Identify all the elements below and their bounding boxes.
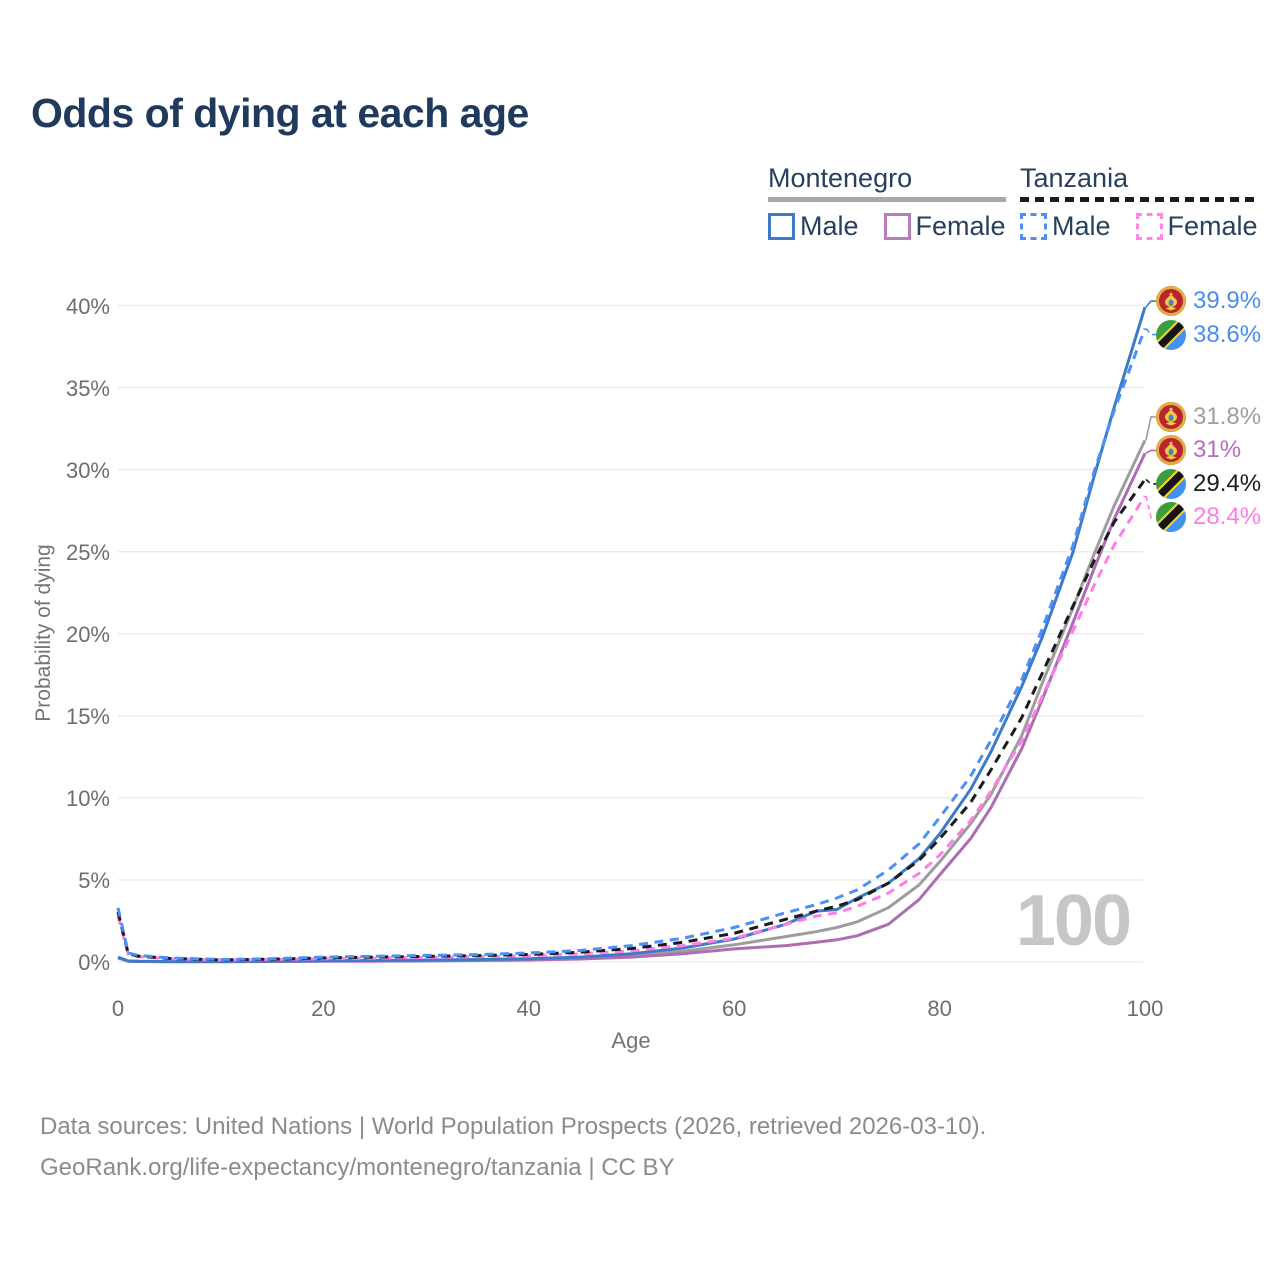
legend-country-label: Tanzania — [1020, 163, 1129, 193]
end-label-value: 38.6% — [1193, 320, 1262, 348]
y-tick-label: 40% — [65, 293, 110, 319]
label-leader-line — [1145, 478, 1156, 485]
attribution-line: GeoRank.org/life-expectancy/montenegro/t… — [40, 1154, 675, 1181]
end-label-tza-both: 29.4% — [1156, 468, 1262, 499]
y-tick-label: 20% — [65, 621, 110, 647]
end-label-mne-both: 31.8% — [1156, 401, 1262, 432]
tanzania-flag-icon — [1156, 502, 1186, 533]
y-tick-label: 10% — [65, 785, 110, 811]
legend-country-montenegro[interactable]: Montenegro — [768, 163, 1006, 202]
series-line-tza-male — [116, 327, 1147, 961]
x-tick-label: 60 — [721, 996, 747, 1021]
end-label-value: 28.4% — [1193, 503, 1262, 531]
series-line-tza-female — [116, 495, 1147, 962]
legend-item-label: Female — [1167, 211, 1258, 241]
end-label-value: 31% — [1193, 436, 1242, 464]
y-tick-label: 5% — [78, 867, 110, 893]
tanzania-dashed-line-style-icon — [1020, 197, 1258, 202]
tanzania-flag-icon — [1156, 468, 1186, 499]
legend-item-tanzania-male[interactable]: Male — [1020, 211, 1111, 242]
montenegro-flag-icon — [1156, 286, 1186, 317]
legend-item-label: Male — [800, 211, 859, 241]
legend-item-montenegro-female[interactable]: Female — [883, 211, 1006, 242]
montenegro-flag-icon — [1156, 401, 1186, 432]
legend-item-tanzania-female[interactable]: Female — [1135, 211, 1258, 242]
data-sources-line: Data sources: United Nations | World Pop… — [40, 1113, 987, 1140]
tanzania-female-swatch-icon — [1135, 213, 1163, 240]
end-label-value: 29.4% — [1193, 469, 1262, 497]
legend-item-label: Female — [915, 211, 1006, 241]
series-line-mne-both — [117, 439, 1147, 964]
legend-item-label: Male — [1052, 211, 1111, 241]
montenegro-male-swatch-icon — [768, 213, 795, 240]
end-label-tza-male: 38.6% — [1156, 319, 1262, 350]
label-leader-line — [1145, 327, 1156, 336]
tanzania-male-swatch-icon — [1020, 213, 1047, 240]
y-tick-label: 25% — [65, 539, 110, 565]
series-line-mne-female — [117, 452, 1147, 964]
end-label-value: 31.8% — [1193, 402, 1262, 430]
legend-country-tanzania[interactable]: Tanzania — [1020, 163, 1258, 202]
x-tick-label: 80 — [927, 996, 952, 1021]
legend-country-label: Montenegro — [768, 163, 913, 193]
legend-item-montenegro-male[interactable]: Male — [768, 211, 859, 242]
montenegro-solid-line-style-icon — [768, 197, 1006, 202]
label-leader-line — [1145, 495, 1156, 519]
tanzania-flag-icon — [1156, 319, 1186, 350]
series-line-tza-both — [116, 478, 1147, 962]
footer: Data sources: United Nations | World Pop… — [40, 1106, 986, 1188]
end-label-tza-female: 28.4% — [1156, 502, 1262, 533]
legend-group-tanzania: Tanzania Male Female — [1020, 163, 1258, 242]
legend-group-montenegro: Montenegro Male Female — [768, 163, 1006, 242]
end-label-value: 39.9% — [1193, 287, 1262, 315]
x-tick-label: 0 — [111, 996, 125, 1021]
montenegro-flag-icon — [1156, 435, 1186, 466]
end-label-mne-male: 39.9% — [1156, 286, 1262, 317]
age-counter-watermark: 100 — [1015, 881, 1132, 961]
y-tick-label: 35% — [65, 375, 110, 401]
x-tick-label: 40 — [516, 996, 542, 1021]
y-tick-label: 30% — [65, 457, 110, 483]
label-leader-line — [1145, 416, 1156, 441]
x-tick-label: 100 — [1126, 996, 1164, 1021]
x-axis-title: Age — [611, 1028, 651, 1053]
label-leader-line — [1145, 300, 1156, 308]
y-tick-label: 15% — [65, 703, 110, 729]
x-tick-label: 20 — [311, 996, 336, 1021]
end-label-mne-female: 31% — [1156, 435, 1242, 466]
y-tick-label: 0% — [78, 950, 110, 975]
label-leader-line — [1145, 449, 1156, 454]
montenegro-female-swatch-icon — [883, 213, 911, 240]
page-title: Odds of dying at each age — [31, 90, 529, 136]
